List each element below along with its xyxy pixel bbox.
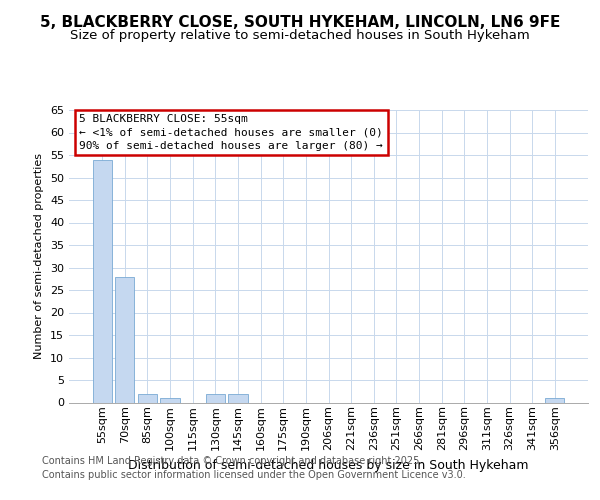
Bar [545, 398, 565, 402]
Y-axis label: Number of semi-detached properties: Number of semi-detached properties [34, 153, 44, 359]
Text: Size of property relative to semi-detached houses in South Hykeham: Size of property relative to semi-detach… [70, 30, 530, 43]
Text: 5 BLACKBERRY CLOSE: 55sqm
← <1% of semi-detached houses are smaller (0)
90% of s: 5 BLACKBERRY CLOSE: 55sqm ← <1% of semi-… [79, 114, 383, 151]
Bar [160, 398, 180, 402]
Bar [138, 394, 157, 402]
Bar [206, 394, 225, 402]
Bar [92, 160, 112, 402]
Bar [229, 394, 248, 402]
X-axis label: Distribution of semi-detached houses by size in South Hykeham: Distribution of semi-detached houses by … [128, 458, 529, 471]
Text: 5, BLACKBERRY CLOSE, SOUTH HYKEHAM, LINCOLN, LN6 9FE: 5, BLACKBERRY CLOSE, SOUTH HYKEHAM, LINC… [40, 15, 560, 30]
Text: Contains HM Land Registry data © Crown copyright and database right 2025.
Contai: Contains HM Land Registry data © Crown c… [42, 456, 466, 480]
Bar [115, 276, 134, 402]
